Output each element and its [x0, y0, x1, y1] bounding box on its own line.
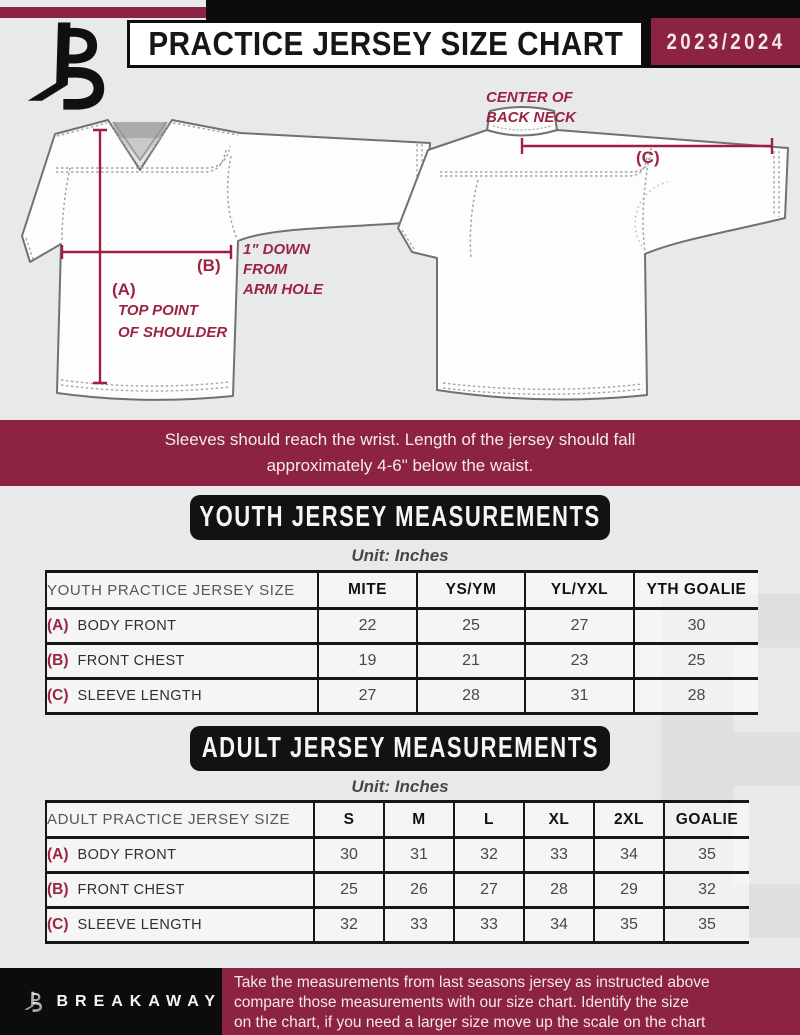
adult-size-table: ADULT PRACTICE JERSEY SIZE S M L XL 2XL … [45, 800, 749, 944]
breakaway-logo-icon [26, 22, 106, 112]
row-key: (C) [47, 916, 69, 933]
cell: 34 [594, 837, 665, 874]
cell: 25 [417, 608, 526, 645]
cell: 27 [454, 872, 525, 909]
table-header-row: YOUTH PRACTICE JERSEY SIZE MITE YS/YM YL… [45, 571, 758, 610]
col-xl: XL [524, 801, 595, 839]
measure-a-key: (A) [112, 280, 136, 299]
cell: 30 [314, 837, 385, 874]
arm-hole-note: 1" DOWN FROM ARM HOLE [243, 241, 323, 298]
row-label: BODY FRONT [77, 847, 177, 863]
cell: 32 [454, 837, 525, 874]
adult-unit-label: Unit: Inches [351, 777, 449, 796]
page-title: PRACTICE JERSEY SIZE CHART [127, 20, 644, 68]
cell: 25 [634, 643, 758, 680]
table-row: (C) SLEEVE LENGTH 32 33 33 34 35 35 [45, 907, 749, 944]
cell: 32 [314, 907, 385, 944]
col-yl-yxl: YL/YXL [525, 571, 635, 610]
row-label: BODY FRONT [77, 618, 177, 634]
cell: 26 [384, 872, 455, 909]
table-row: (A) BODY FRONT 30 31 32 33 34 35 [45, 837, 749, 874]
cell: 28 [524, 872, 595, 909]
measure-c-key: (C) [636, 148, 660, 167]
footer-line3: on the chart, if you need a larger size … [234, 1014, 706, 1031]
top-point-note: TOP POINT OF SHOULDER [118, 302, 228, 341]
table-row: (B) FRONT CHEST 25 26 27 28 29 32 [45, 872, 749, 909]
adult-size-header: ADULT PRACTICE JERSEY SIZE [45, 801, 315, 839]
col-ys-ym: YS/YM [417, 571, 526, 610]
youth-section-banner: YOUTH JERSEY MEASUREMENTS [190, 495, 610, 540]
col-mite: MITE [318, 571, 418, 610]
front-jersey-diagram [21, 119, 431, 401]
cell: 29 [594, 872, 665, 909]
cell: 27 [525, 608, 635, 645]
row-key: (A) [47, 846, 69, 863]
youth-size-table: YOUTH PRACTICE JERSEY SIZE MITE YS/YM YL… [45, 570, 758, 715]
row-key: (C) [47, 687, 69, 704]
jersey-diagrams: CENTER OF BACK NECK (C) (B) 1" DOWN FROM… [0, 70, 800, 420]
page-title-text: PRACTICE JERSEY SIZE CHART [148, 25, 623, 62]
footer-instructions: Take the measurements from last seasons … [222, 968, 800, 1035]
cell: 31 [384, 837, 455, 874]
cell: 19 [318, 643, 418, 680]
cell: 32 [664, 872, 749, 909]
fit-notice-line1: Sleeves should reach the wrist. Length o… [164, 430, 636, 449]
row-key: (B) [47, 881, 69, 898]
table-row: (B) FRONT CHEST 19 21 23 25 [45, 643, 758, 680]
cell: 33 [524, 837, 595, 874]
row-key: (B) [47, 652, 69, 669]
cell: 33 [384, 907, 455, 944]
cell: 28 [634, 678, 758, 715]
back-jersey-diagram [397, 106, 789, 401]
cell: 25 [314, 872, 385, 909]
youth-size-header: YOUTH PRACTICE JERSEY SIZE [45, 571, 319, 610]
youth-unit-label: Unit: Inches [351, 546, 449, 565]
adult-section-banner: ADULT JERSEY MEASUREMENTS [190, 726, 610, 771]
cell: 35 [664, 837, 749, 874]
measure-b-key: (B) [197, 256, 221, 275]
cell: 21 [417, 643, 526, 680]
col-m: M [384, 801, 455, 839]
col-goalie: GOALIE [664, 801, 749, 839]
cell: 33 [454, 907, 525, 944]
col-yth-goalie: YTH GOALIE [634, 571, 758, 610]
cell: 35 [664, 907, 749, 944]
table-row: (C) SLEEVE LENGTH 27 28 31 28 [45, 678, 758, 715]
col-l: L [454, 801, 525, 839]
cell: 23 [525, 643, 635, 680]
cell: 31 [525, 678, 635, 715]
footer-brand-panel: BREAKAWAY [0, 968, 222, 1035]
cell: 30 [634, 608, 758, 645]
row-key: (A) [47, 617, 69, 634]
cell: 34 [524, 907, 595, 944]
col-2xl: 2XL [594, 801, 665, 839]
center-back-neck-note: CENTER OF BACK NECK [486, 89, 576, 126]
row-label: SLEEVE LENGTH [77, 917, 202, 933]
season-text: 2023/2024 [666, 28, 785, 54]
col-s: S [314, 801, 385, 839]
breakaway-footer-logo-icon [24, 991, 43, 1012]
season-badge: 2023/2024 [651, 18, 800, 65]
cell: 28 [417, 678, 526, 715]
fit-notice-line2: approximately 4-6" below the waist. [266, 456, 534, 475]
table-header-row: ADULT PRACTICE JERSEY SIZE S M L XL 2XL … [45, 801, 749, 839]
cell: 22 [318, 608, 418, 645]
brand-name: BREAKAWAY [56, 992, 222, 1010]
footer-line1: Take the measurements from last seasons … [234, 974, 710, 991]
header-maroon-strip [0, 7, 206, 18]
row-label: FRONT CHEST [77, 882, 185, 898]
cell: 35 [594, 907, 665, 944]
cell: 27 [318, 678, 418, 715]
footer-line2: compare those measurements with our size… [234, 994, 689, 1011]
row-label: FRONT CHEST [77, 653, 185, 669]
table-row: (A) BODY FRONT 22 25 27 30 [45, 608, 758, 645]
fit-notice-banner: Sleeves should reach the wrist. Length o… [0, 420, 800, 486]
row-label: SLEEVE LENGTH [77, 688, 202, 704]
